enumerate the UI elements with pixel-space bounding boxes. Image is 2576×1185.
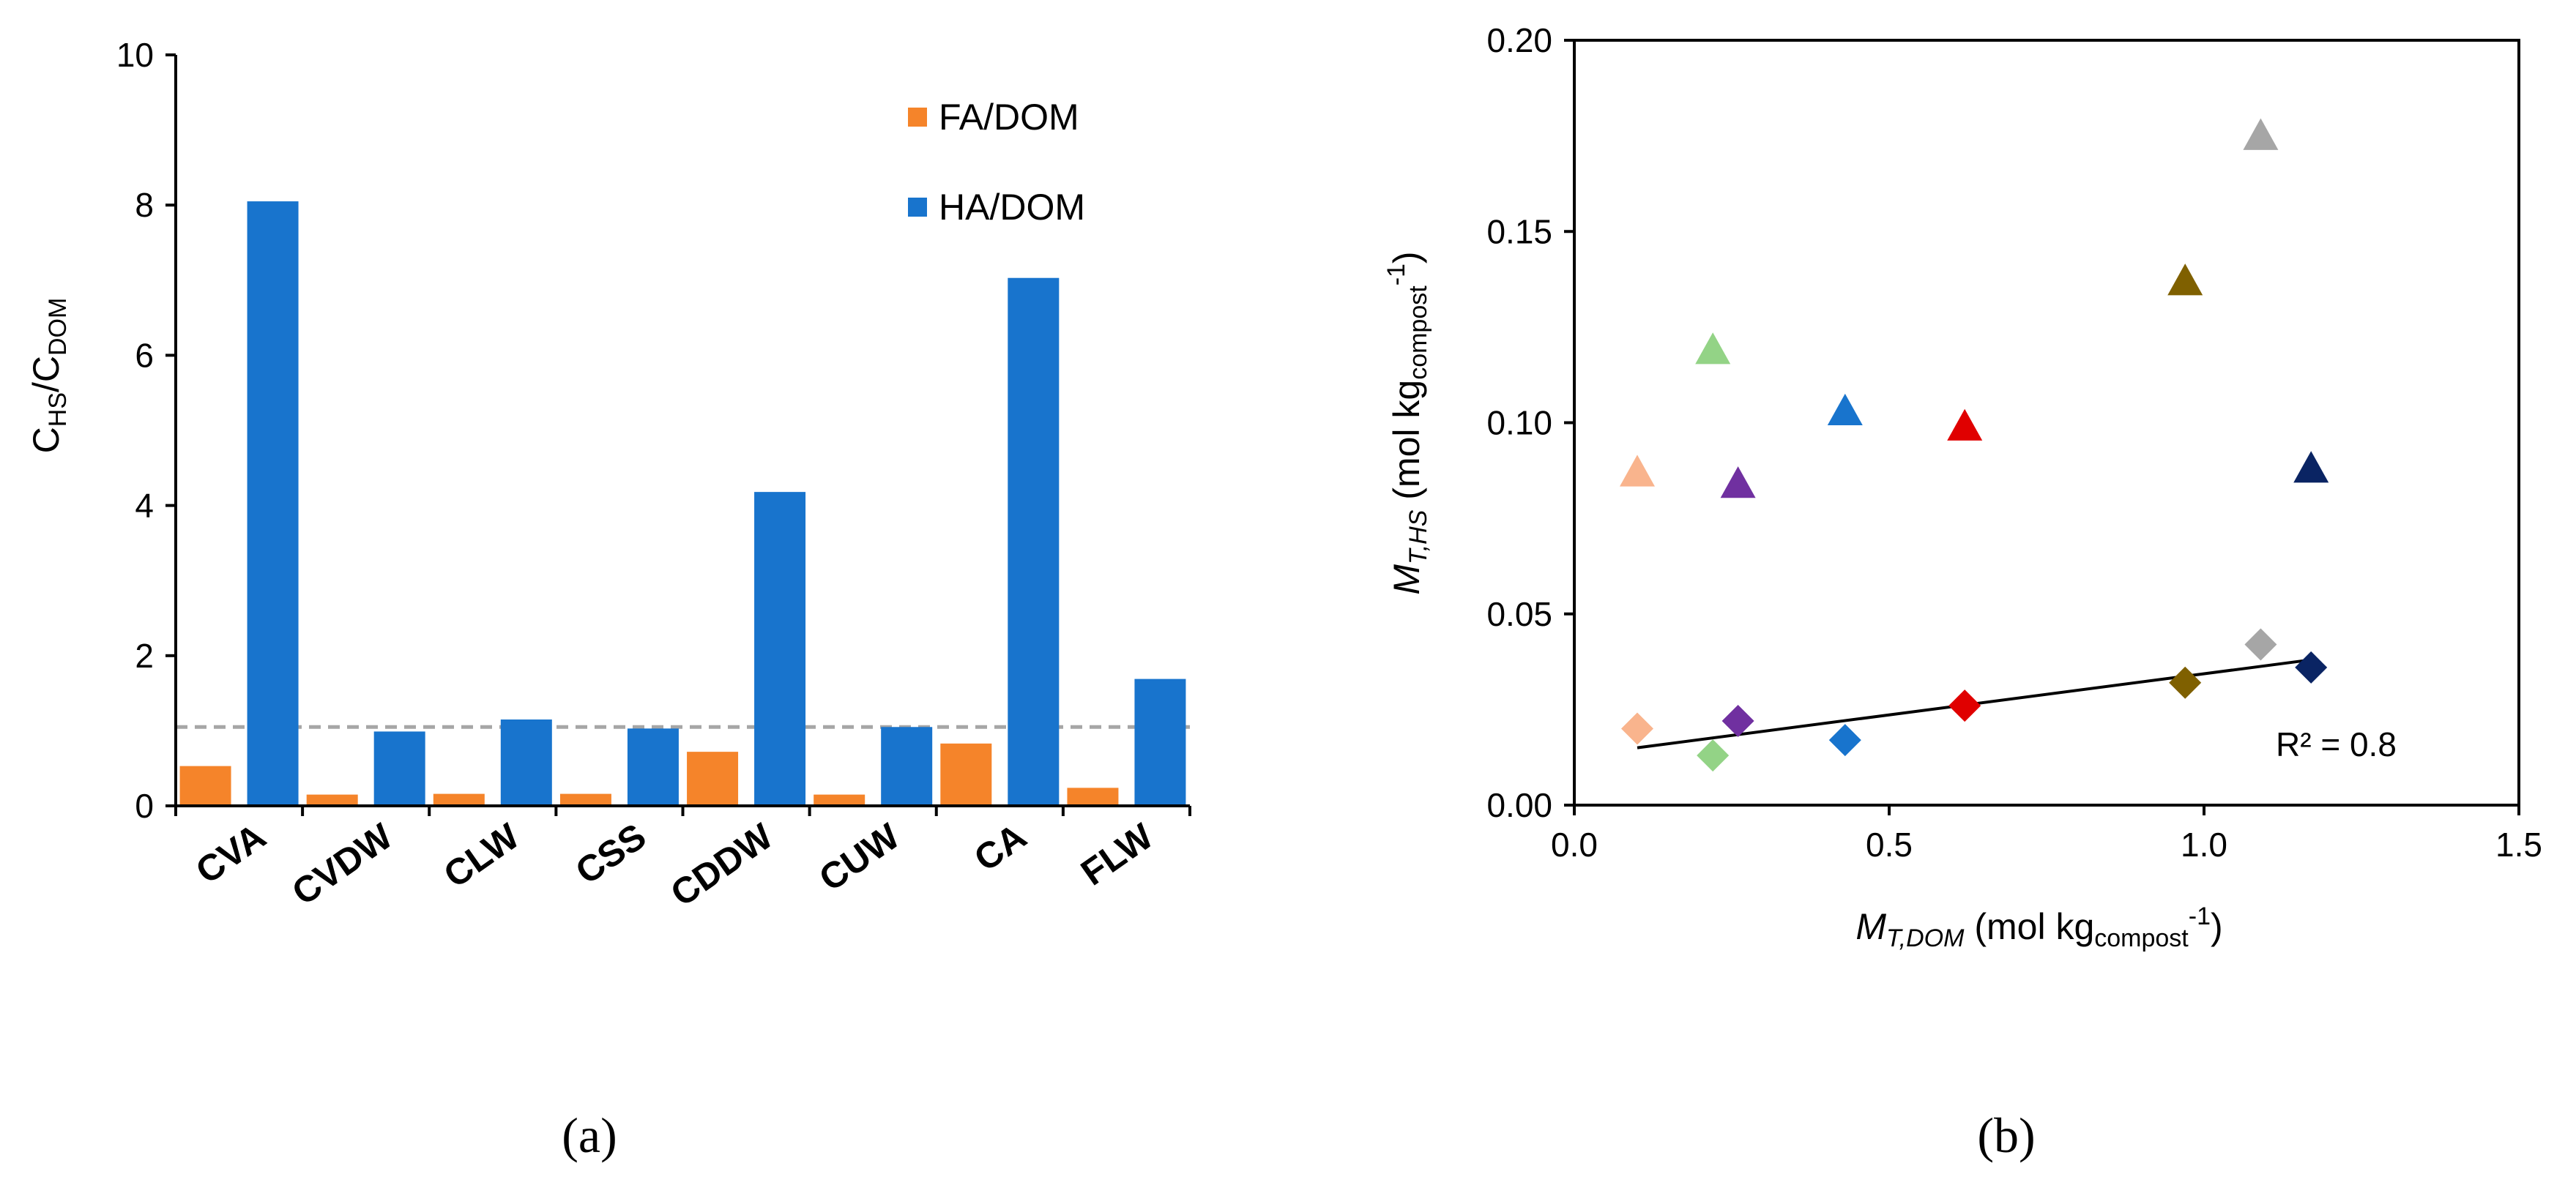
bar-cva-fa-dom bbox=[179, 766, 231, 806]
bar-cva-ha-dom bbox=[247, 201, 299, 806]
ylabel-italic-m: M bbox=[1386, 564, 1427, 595]
scatter-chart-panel-b: 0.00 0.05 0.10 0.15 0.20 0.0 0.5 1.0 1.5 R² = 0… bbox=[1382, 21, 2542, 1163]
y-tick-label: 0.20 bbox=[1486, 21, 1552, 59]
ylabel-units-sub: compost bbox=[1404, 285, 1432, 380]
category-label-css: CSS bbox=[568, 815, 653, 892]
x-tick-label: 0.5 bbox=[1866, 826, 1913, 864]
bar-flw-fa-dom bbox=[1067, 788, 1119, 806]
bar-cvdw-fa-dom bbox=[306, 794, 358, 806]
category-label-cuw: CUW bbox=[812, 815, 908, 900]
diamond-point-8 bbox=[2295, 651, 2328, 684]
diamond-point-6 bbox=[2169, 666, 2202, 699]
scatter-plot-frame bbox=[1573, 39, 2520, 807]
bar-flw-ha-dom bbox=[1134, 679, 1186, 806]
bar-ca-ha-dom bbox=[1008, 277, 1060, 806]
legend-swatch-fa bbox=[908, 108, 927, 127]
y-tick-label: 0.15 bbox=[1486, 212, 1552, 250]
xlabel-units-sup: -1 bbox=[2189, 902, 2211, 930]
legend-label-ha: HA/DOM bbox=[939, 187, 1085, 228]
bar-css-fa-dom bbox=[559, 793, 611, 806]
scatter-x-ticks: 0.0 0.5 1.0 1.5 bbox=[1551, 805, 2542, 864]
bar-chart-y-ticks: 0 2 4 6 8 10 bbox=[116, 36, 176, 825]
diamond-point-4 bbox=[1828, 724, 1861, 757]
panel-label-b: (b) bbox=[1977, 1107, 2035, 1163]
y-tick-label: 6 bbox=[135, 336, 154, 374]
y-tick-label: 8 bbox=[135, 186, 154, 224]
ylabel-main: C bbox=[26, 427, 67, 453]
y-tick-label: 10 bbox=[116, 36, 154, 74]
bar-chart-legend: FA/DOM HA/DOM bbox=[908, 97, 1085, 228]
bar-ca-fa-dom bbox=[940, 743, 992, 806]
y-tick-label: 0.05 bbox=[1486, 595, 1552, 633]
panel-label-a: (a) bbox=[562, 1107, 617, 1163]
category-label-cvdw: CVDW bbox=[285, 815, 401, 913]
xlabel-units: (mol kg bbox=[1964, 906, 2094, 947]
triangle-point-8 bbox=[2293, 451, 2329, 483]
triangle-point-4 bbox=[1827, 393, 1863, 426]
diamond-point-5 bbox=[1948, 689, 1981, 722]
legend-swatch-ha bbox=[908, 198, 927, 217]
bar-cuw-ha-dom bbox=[881, 727, 933, 806]
x-tick-label: 1.0 bbox=[2181, 826, 2227, 864]
diamond-point-1 bbox=[1621, 712, 1653, 745]
y-tick-label: 0 bbox=[135, 787, 154, 825]
scatter-y-axis-label: MT,HS (mol kgcompost-1) bbox=[1382, 251, 1432, 594]
triangle-point-3 bbox=[1720, 466, 1756, 498]
xlabel-units-sub: compost bbox=[2094, 924, 2189, 952]
triangle-point-2 bbox=[1695, 332, 1731, 365]
ylabel-units: (mol kg bbox=[1386, 380, 1427, 510]
scatter-x-axis-label: MT,DOM (mol kgcompost-1) bbox=[1855, 902, 2222, 952]
xlabel-close: ) bbox=[2211, 906, 2223, 947]
bar-cddw-ha-dom bbox=[754, 492, 806, 806]
r-squared-annotation: R² = 0.8 bbox=[2276, 725, 2397, 763]
bars-layer bbox=[179, 201, 1186, 806]
triangle-point-5 bbox=[1947, 408, 1983, 441]
y-tick-label: 4 bbox=[135, 487, 154, 525]
category-label-ca: CA bbox=[967, 815, 1033, 879]
category-label-cva: CVA bbox=[188, 815, 273, 891]
y-tick-label: 2 bbox=[135, 637, 154, 675]
y-tick-label: 0.10 bbox=[1486, 404, 1552, 442]
bar-cddw-fa-dom bbox=[687, 752, 739, 806]
bar-clw-fa-dom bbox=[433, 793, 485, 806]
bar-chart-category-labels: CVA CVDW CLW CSS CDDW CUW CA FLW bbox=[188, 815, 1161, 915]
category-label-flw: FLW bbox=[1073, 815, 1161, 894]
xlabel-italic-m: M bbox=[1855, 906, 1886, 947]
diamond-point-3 bbox=[1721, 705, 1754, 738]
scatter-y-ticks: 0.00 0.05 0.10 0.15 0.20 bbox=[1486, 21, 1574, 824]
diamond-point-2 bbox=[1697, 739, 1730, 772]
ylabel-close: ) bbox=[1386, 251, 1427, 263]
y-tick-label: 0.00 bbox=[1486, 786, 1552, 824]
bar-css-ha-dom bbox=[627, 728, 679, 806]
xlabel-italic-sub: T,DOM bbox=[1886, 924, 1965, 952]
legend-label-fa: FA/DOM bbox=[939, 97, 1079, 138]
triangle-point-1 bbox=[1620, 455, 1655, 487]
diamond-point-7 bbox=[2244, 628, 2277, 661]
category-label-clw: CLW bbox=[436, 815, 527, 896]
bar-cuw-fa-dom bbox=[814, 794, 866, 806]
bar-chart-y-axis-label: CHS/CDOM bbox=[26, 298, 72, 454]
bar-chart-panel-a: 0 2 4 6 8 10 CVA CVDW CLW CSS CDDW CUW CA FLW CHS/CD… bbox=[26, 36, 1191, 1163]
bar-cvdw-ha-dom bbox=[373, 731, 425, 806]
x-tick-label: 0.0 bbox=[1551, 826, 1598, 864]
triangle-point-6 bbox=[2167, 263, 2203, 296]
bar-chart-axes bbox=[174, 55, 1191, 816]
triangle-point-7 bbox=[2243, 118, 2279, 150]
bar-clw-ha-dom bbox=[500, 719, 552, 806]
ylabel-italic-sub: T,HS bbox=[1404, 509, 1432, 564]
category-label-cddw: CDDW bbox=[663, 815, 781, 915]
x-tick-label: 1.5 bbox=[2495, 826, 2542, 864]
ylabel-sub-hs: HS bbox=[44, 392, 72, 427]
scatter-points-layer bbox=[1620, 118, 2329, 772]
ylabel-sub-dom: DOM bbox=[44, 298, 72, 356]
ylabel-separator: /C bbox=[26, 356, 67, 392]
ylabel-units-sup: -1 bbox=[1382, 263, 1410, 285]
